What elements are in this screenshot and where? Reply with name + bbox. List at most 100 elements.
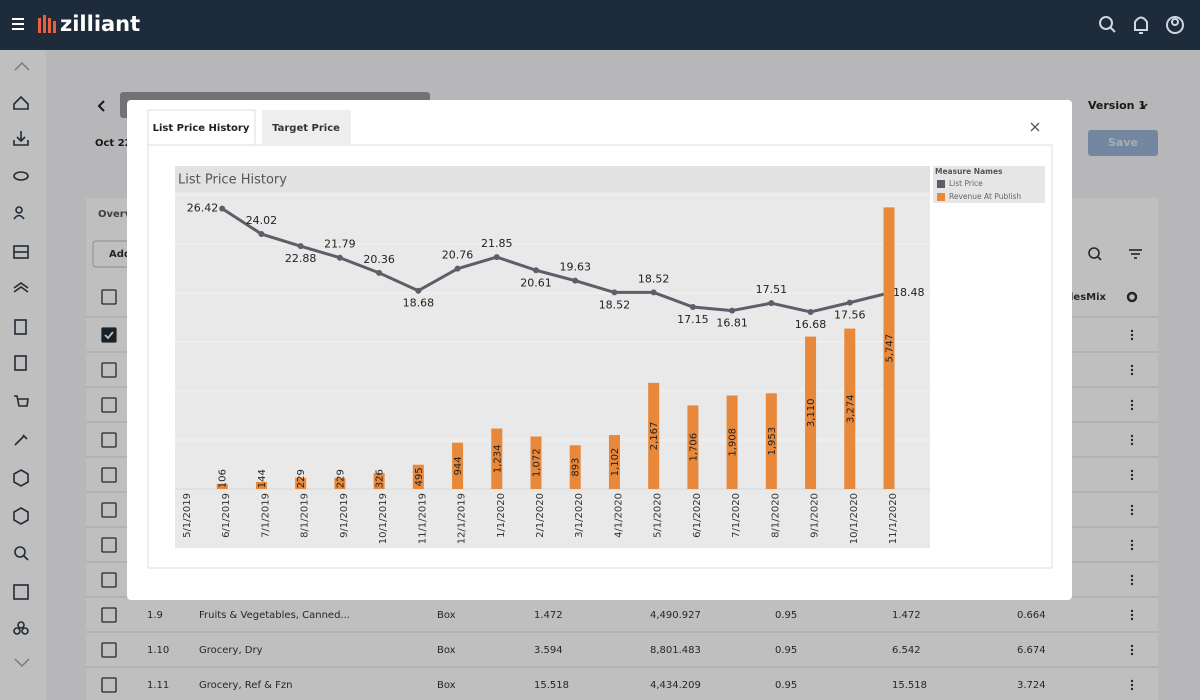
row-menu-dot bbox=[1130, 512, 1134, 516]
checkbox[interactable] bbox=[101, 502, 117, 518]
checkbox[interactable] bbox=[101, 397, 117, 413]
column-header: lesMix bbox=[1070, 292, 1107, 303]
table-cell: 6.674 bbox=[1017, 645, 1046, 656]
tab[interactable] bbox=[262, 110, 351, 144]
bar-label: 1,102 bbox=[610, 448, 621, 477]
bar-label: 3,274 bbox=[845, 394, 856, 423]
bar bbox=[726, 395, 738, 489]
settings-icon[interactable] bbox=[1126, 291, 1138, 303]
x-tick-label: 3/1/2020 bbox=[574, 493, 585, 538]
table-cell: 1.11 bbox=[147, 680, 169, 691]
save-button[interactable] bbox=[1088, 130, 1158, 156]
row-menu-dot bbox=[1130, 399, 1134, 403]
row-menu-dot bbox=[1130, 617, 1134, 621]
user-icon[interactable] bbox=[1166, 16, 1184, 34]
tab-label: Target Price bbox=[272, 123, 340, 134]
legend-title: Measure Names bbox=[935, 167, 1003, 176]
point-label: 21.85 bbox=[481, 237, 513, 250]
x-tick-label: 5/1/2020 bbox=[653, 493, 664, 538]
version-select[interactable]: Version 1 bbox=[1088, 99, 1146, 112]
table-cell: 6.542 bbox=[892, 645, 921, 656]
row-menu-dot bbox=[1130, 442, 1134, 446]
bar-label: 893 bbox=[571, 458, 582, 477]
x-tick-label: 11/1/2019 bbox=[417, 493, 428, 544]
checkbox[interactable] bbox=[101, 432, 117, 448]
row-menu-dot bbox=[1130, 508, 1134, 512]
legend bbox=[933, 166, 1045, 203]
back-button[interactable] bbox=[97, 100, 105, 112]
bar bbox=[412, 464, 424, 489]
table-cell: 15.518 bbox=[892, 680, 927, 691]
x-tick-label: 10/1/2020 bbox=[849, 493, 860, 544]
date: Oct 22 bbox=[95, 138, 132, 149]
point bbox=[729, 307, 736, 314]
menu-icon[interactable] bbox=[12, 18, 24, 30]
x-tick-label: 9/1/2019 bbox=[339, 493, 350, 538]
overview-tab[interactable]: Overv bbox=[98, 209, 132, 220]
x-tick-label: 9/1/2020 bbox=[810, 493, 821, 538]
point-label: 22.88 bbox=[285, 252, 317, 265]
row-menu-dot bbox=[1130, 683, 1134, 687]
logo-icon bbox=[38, 15, 56, 33]
x-tick-label: 5/1/2019 bbox=[182, 493, 193, 538]
point-label: 16.68 bbox=[795, 318, 827, 331]
checkbox[interactable] bbox=[101, 607, 117, 623]
checkbox[interactable] bbox=[101, 327, 117, 343]
checkbox[interactable] bbox=[101, 677, 117, 693]
row-menu-dot bbox=[1130, 543, 1134, 547]
table-cell: 4,490.927 bbox=[650, 610, 701, 621]
x-tick-label: 8/1/2019 bbox=[300, 493, 311, 538]
bell-icon[interactable] bbox=[1134, 16, 1148, 34]
row-menu-dot bbox=[1130, 333, 1134, 337]
table-cell: Grocery, Ref & Fzn bbox=[199, 680, 292, 691]
table-cell: Fruits & Vegetables, Canned... bbox=[199, 610, 350, 621]
bar bbox=[255, 481, 267, 489]
point-label: 18.68 bbox=[403, 297, 435, 310]
search-icon[interactable] bbox=[1099, 16, 1116, 33]
checkbox[interactable] bbox=[101, 362, 117, 378]
bar bbox=[844, 328, 856, 489]
bar bbox=[216, 483, 228, 489]
table-cell: 8,801.483 bbox=[650, 645, 701, 656]
point bbox=[454, 265, 461, 272]
table-cell: 4,434.209 bbox=[650, 680, 701, 691]
checkbox[interactable] bbox=[101, 572, 117, 588]
bar bbox=[648, 382, 660, 489]
checkbox[interactable] bbox=[101, 642, 117, 658]
checkbox[interactable] bbox=[101, 467, 117, 483]
x-tick-label: 2/1/2020 bbox=[535, 493, 546, 538]
point bbox=[376, 269, 383, 276]
checkbox[interactable] bbox=[101, 537, 117, 553]
point-label: 20.76 bbox=[442, 249, 474, 262]
x-tick-label: 4/1/2020 bbox=[613, 493, 624, 538]
bar-label: 1,706 bbox=[688, 433, 699, 462]
add-label: Add bbox=[109, 249, 131, 260]
tab-active[interactable] bbox=[147, 109, 256, 147]
table-cell: 1.472 bbox=[892, 610, 921, 621]
point bbox=[258, 231, 265, 238]
row-menu-dot bbox=[1130, 504, 1134, 508]
point-label: 20.61 bbox=[520, 276, 552, 289]
line bbox=[221, 207, 890, 314]
point-label: 17.51 bbox=[756, 283, 788, 296]
sidebar-icons[interactable] bbox=[13, 95, 29, 635]
table-cell: 1.472 bbox=[534, 610, 563, 621]
table-cell: 0.95 bbox=[775, 645, 797, 656]
close-button[interactable] bbox=[1030, 122, 1040, 132]
table-cell: Box bbox=[437, 645, 456, 656]
row-menu-dot bbox=[1130, 652, 1134, 656]
chart-area bbox=[175, 166, 930, 548]
top-bar bbox=[0, 0, 1200, 50]
table-filter[interactable] bbox=[1129, 249, 1142, 259]
bar-label: 1,953 bbox=[767, 427, 778, 456]
point-label: 18.52 bbox=[599, 298, 631, 311]
bar bbox=[334, 477, 346, 489]
table-search[interactable] bbox=[1088, 247, 1102, 261]
point-label: 17.56 bbox=[834, 309, 866, 322]
row-menu-dot bbox=[1130, 372, 1134, 376]
bar bbox=[530, 436, 542, 489]
sidebar-chevrons[interactable] bbox=[14, 61, 30, 668]
row-menu-dot bbox=[1130, 438, 1134, 442]
point bbox=[533, 267, 539, 274]
